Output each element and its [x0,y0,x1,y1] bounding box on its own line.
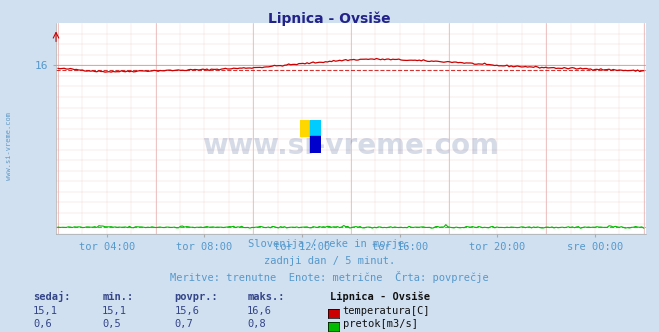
Text: Lipnica - Ovsiše: Lipnica - Ovsiše [330,292,430,302]
Text: pretok[m3/s]: pretok[m3/s] [343,319,418,329]
Text: sedaj:: sedaj: [33,291,71,302]
Text: www.si-vreme.com: www.si-vreme.com [5,112,12,180]
Text: www.si-vreme.com: www.si-vreme.com [202,131,500,159]
Text: temperatura[C]: temperatura[C] [343,306,430,316]
Text: 15,1: 15,1 [102,306,127,316]
Text: zadnji dan / 5 minut.: zadnji dan / 5 minut. [264,256,395,266]
Text: Meritve: trenutne  Enote: metrične  Črta: povprečje: Meritve: trenutne Enote: metrične Črta: … [170,271,489,283]
Text: 0,7: 0,7 [175,319,193,329]
Text: 0,6: 0,6 [33,319,51,329]
Text: maks.:: maks.: [247,292,285,302]
Text: 0,8: 0,8 [247,319,266,329]
Text: 15,1: 15,1 [33,306,58,316]
Text: Lipnica - Ovsiše: Lipnica - Ovsiše [268,12,391,26]
Bar [310,120,321,136]
Text: min.:: min.: [102,292,133,302]
Text: 16,6: 16,6 [247,306,272,316]
Text: 15,6: 15,6 [175,306,200,316]
Text: povpr.:: povpr.: [175,292,218,302]
Bar [310,136,321,153]
Text: 0,5: 0,5 [102,319,121,329]
Text: Slovenija / reke in morje.: Slovenija / reke in morje. [248,239,411,249]
Bar [300,120,310,136]
